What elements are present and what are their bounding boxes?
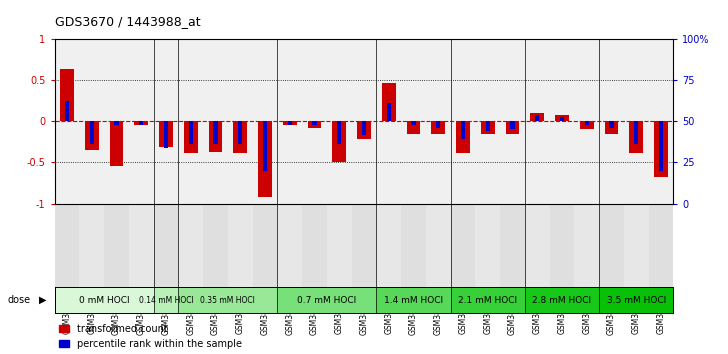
Bar — [209, 121, 222, 152]
Bar — [649, 204, 673, 287]
Bar — [228, 204, 253, 287]
Text: 0.14 mM HOCl: 0.14 mM HOCl — [138, 296, 194, 304]
Bar — [574, 204, 599, 287]
Bar — [139, 121, 143, 125]
Text: dose: dose — [7, 295, 31, 305]
Bar — [253, 204, 277, 287]
Bar — [154, 287, 178, 313]
Bar — [238, 121, 242, 144]
Bar — [560, 117, 564, 121]
Bar — [79, 204, 104, 287]
Bar — [624, 204, 649, 287]
Bar — [382, 84, 395, 121]
Bar — [333, 121, 346, 161]
Bar — [327, 204, 352, 287]
Bar — [159, 121, 173, 147]
Bar — [234, 121, 247, 153]
Bar — [376, 204, 401, 287]
Bar — [263, 121, 267, 171]
Bar — [436, 121, 440, 128]
Bar — [525, 287, 599, 313]
Bar — [475, 204, 500, 287]
Bar — [451, 204, 475, 287]
Text: 2.1 mM HOCl: 2.1 mM HOCl — [458, 296, 518, 304]
Bar — [114, 121, 119, 125]
Bar — [387, 103, 391, 121]
Bar — [352, 204, 376, 287]
Bar — [203, 204, 228, 287]
Bar — [506, 121, 519, 135]
Bar — [411, 121, 416, 125]
Bar — [283, 121, 296, 125]
Bar — [213, 121, 218, 144]
Bar — [585, 121, 589, 125]
Bar — [60, 69, 74, 121]
Bar — [510, 121, 515, 130]
Bar — [55, 287, 154, 313]
Bar — [486, 121, 490, 131]
Bar — [634, 121, 638, 144]
Text: ▶: ▶ — [39, 295, 46, 305]
Bar — [164, 121, 168, 148]
Bar — [550, 204, 574, 287]
Bar — [178, 287, 277, 313]
Bar — [426, 204, 451, 287]
Bar — [85, 121, 98, 150]
Bar — [308, 121, 321, 128]
Bar — [277, 204, 302, 287]
Bar — [456, 121, 470, 153]
Bar — [451, 287, 525, 313]
Bar — [65, 101, 69, 121]
Bar — [258, 121, 272, 197]
Bar — [609, 121, 614, 128]
Bar — [288, 121, 292, 125]
Text: 2.8 mM HOCl: 2.8 mM HOCl — [532, 296, 592, 304]
Bar — [659, 121, 663, 171]
Bar — [110, 121, 123, 166]
Text: GDS3670 / 1443988_at: GDS3670 / 1443988_at — [55, 15, 200, 28]
Bar — [555, 115, 569, 121]
Bar — [154, 204, 178, 287]
Bar — [90, 121, 94, 144]
Bar — [599, 287, 673, 313]
Bar — [312, 121, 317, 125]
Bar — [401, 204, 426, 287]
Bar — [481, 121, 494, 135]
Bar — [535, 115, 539, 121]
Bar — [407, 121, 420, 135]
Bar — [189, 121, 193, 144]
Bar — [654, 121, 668, 177]
Bar — [605, 121, 618, 135]
Bar — [580, 121, 593, 130]
Bar — [55, 204, 79, 287]
Bar — [302, 204, 327, 287]
Bar — [461, 121, 465, 139]
Text: 3.5 mM HOCl: 3.5 mM HOCl — [606, 296, 666, 304]
Bar — [178, 204, 203, 287]
Bar — [432, 121, 445, 135]
Bar — [104, 204, 129, 287]
Bar — [129, 204, 154, 287]
Text: 0.7 mM HOCl: 0.7 mM HOCl — [297, 296, 357, 304]
Bar — [500, 204, 525, 287]
Bar — [630, 121, 643, 153]
Legend: transformed count, percentile rank within the sample: transformed count, percentile rank withi… — [60, 324, 242, 349]
Text: 1.4 mM HOCl: 1.4 mM HOCl — [384, 296, 443, 304]
Bar — [184, 121, 197, 153]
Text: 0 mM HOCl: 0 mM HOCl — [79, 296, 130, 304]
Bar — [362, 121, 366, 135]
Bar — [135, 121, 148, 125]
Bar — [357, 121, 371, 139]
Bar — [599, 204, 624, 287]
Text: 0.35 mM HOCl: 0.35 mM HOCl — [200, 296, 256, 304]
Bar — [277, 287, 376, 313]
Bar — [525, 204, 550, 287]
Bar — [337, 121, 341, 144]
Bar — [531, 113, 544, 121]
Bar — [376, 287, 451, 313]
